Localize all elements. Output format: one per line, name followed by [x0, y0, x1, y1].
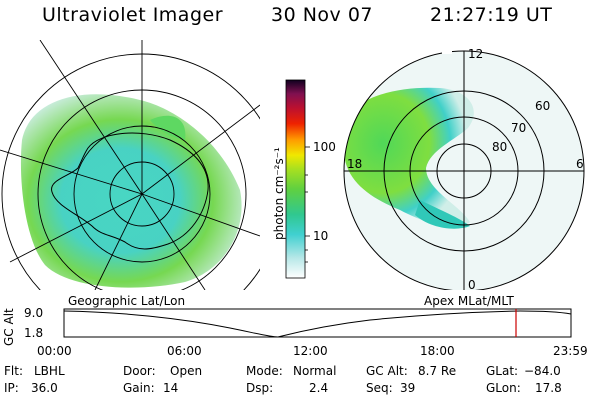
colorbar-unit-label: photon cm⁻²s⁻¹ — [272, 147, 286, 240]
geographic-caption: Geographic Lat/Lon — [68, 294, 186, 308]
geographic-image-panel — [0, 40, 260, 290]
time-tick-1200: 12:00 — [293, 344, 328, 358]
time-tick-0600: 06:00 — [167, 344, 202, 358]
seq-value: 39 — [400, 381, 416, 395]
mlt-label-0: 0 — [468, 278, 476, 292]
gc-alt-value: 8.7 Re — [418, 364, 457, 378]
mode-label: Mode: — [246, 364, 283, 378]
colorbar — [285, 79, 310, 279]
mlat-label-80: 80 — [492, 140, 508, 154]
glon-label: GLon: — [486, 381, 521, 395]
mlt-label-12: 12 — [468, 47, 484, 61]
altitude-tick-min: 1.8 — [24, 326, 44, 340]
colorbar-tick-10: 10 — [313, 229, 329, 243]
glat-value: −84.0 — [524, 364, 561, 378]
filter-value: LBHL — [34, 364, 65, 378]
altitude-curve — [63, 310, 572, 338]
glat-label: GLat: — [486, 364, 519, 378]
colorbar-gradient — [285, 79, 306, 279]
altitude-axis-label: GC Alt — [2, 308, 16, 346]
mlat-label-70: 70 — [511, 121, 527, 135]
ip-label: IP: — [4, 381, 19, 395]
gain-value: 14 — [163, 381, 179, 395]
ip-value: 36.0 — [31, 381, 58, 395]
gain-label: Gain: — [123, 381, 155, 395]
colorbar-tick-100: 100 — [313, 140, 336, 154]
gc-alt-label: GC Alt: — [366, 364, 408, 378]
time-tick-1800: 18:00 — [420, 344, 455, 358]
dsp-value: 2.4 — [309, 381, 329, 395]
date-label: 30 Nov 07 — [271, 4, 374, 26]
altitude-tick-max: 9.0 — [24, 306, 44, 320]
altitude-plot — [63, 308, 572, 338]
mlt-label-18: 18 — [347, 157, 363, 171]
time-tick-0000: 00:00 — [37, 344, 72, 358]
filter-label: Flt: — [4, 364, 23, 378]
mode-value: Normal — [293, 364, 337, 378]
dsp-label: Dsp: — [246, 381, 274, 395]
aurora-emission-mag — [344, 87, 474, 227]
mlat-label-60: 60 — [535, 99, 551, 113]
seq-label: Seq: — [366, 381, 393, 395]
antarctica-outline — [51, 132, 209, 250]
magnetic-polar-panel — [343, 48, 585, 290]
door-value: Open — [170, 364, 203, 378]
instrument-title: Ultraviolet Imager — [42, 4, 224, 26]
door-label: Door: — [123, 364, 156, 378]
glon-value: 17.8 — [535, 381, 562, 395]
magnetic-caption: Apex MLat/MLT — [424, 294, 514, 308]
time-label: 21:27:19 UT — [430, 4, 553, 26]
mlt-label-6: 6 — [576, 157, 584, 171]
time-tick-2359: 23:59 — [553, 344, 588, 358]
